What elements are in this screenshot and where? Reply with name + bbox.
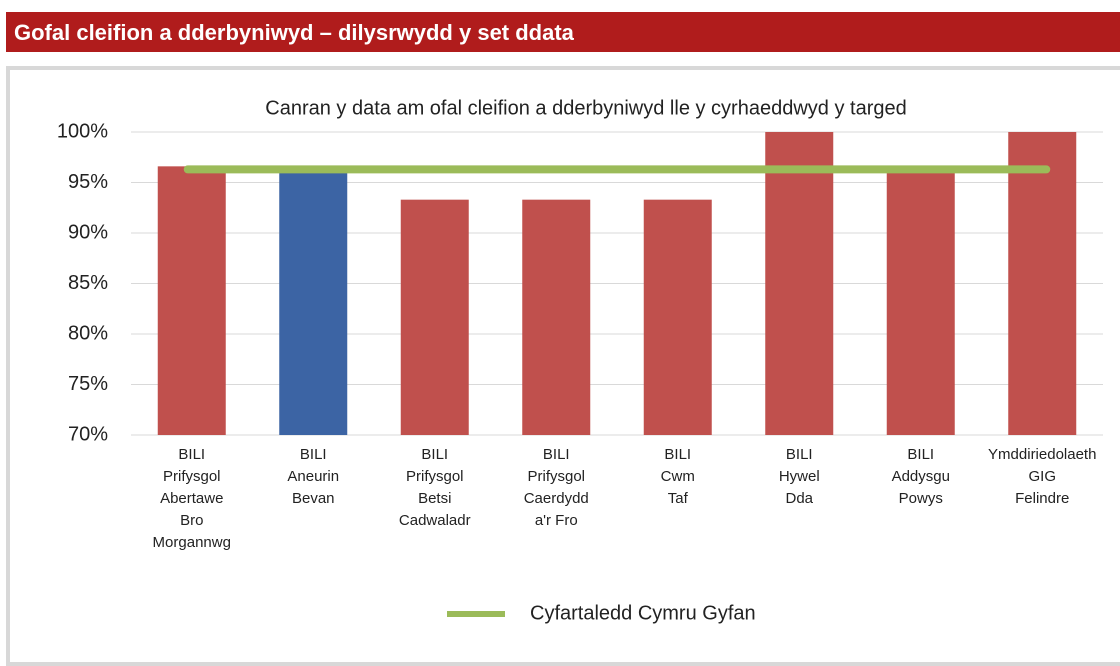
- bar: [1008, 132, 1077, 435]
- bar: [886, 172, 955, 435]
- x-tick-label: BILI: [664, 446, 691, 463]
- x-tick-label: Abertawe: [160, 490, 223, 507]
- header-title: Gofal cleifion a dderbyniwyd – dilysrwyd…: [6, 12, 1120, 52]
- x-tick-label: a'r Fro: [535, 512, 578, 529]
- x-tick-label: Taf: [668, 490, 689, 507]
- bar: [157, 166, 226, 435]
- x-tick-label: Ymddiriedolaeth: [988, 446, 1096, 463]
- x-tick-label: Prifysgol: [163, 468, 221, 485]
- x-tick-label: Bevan: [292, 490, 335, 507]
- x-tick-label: Prifysgol: [527, 468, 585, 485]
- y-tick-label: 85%: [68, 272, 108, 294]
- page: Gofal cleifion a dderbyniwyd – dilysrwyd…: [6, 12, 1120, 666]
- x-tick-label: BILI: [178, 446, 205, 463]
- bar: [400, 199, 469, 435]
- x-tick-label: Hywel: [779, 468, 820, 485]
- x-tick-label: Addysgu: [892, 468, 950, 485]
- x-tick-label: Aneurin: [287, 468, 339, 485]
- x-tick-label: Betsi: [418, 490, 451, 507]
- bar: [279, 172, 348, 435]
- legend-label: Cyfartaledd Cymru Gyfan: [530, 602, 756, 624]
- x-tick-label: BILI: [421, 446, 448, 463]
- y-tick-label: 80%: [68, 322, 108, 344]
- x-tick-label: Bro: [180, 512, 203, 529]
- y-tick-label: 75%: [68, 373, 108, 395]
- x-tick-label: BILI: [786, 446, 813, 463]
- x-tick-label: Prifysgol: [406, 468, 464, 485]
- x-tick-label: Powys: [899, 490, 943, 507]
- x-tick-label: BILI: [300, 446, 327, 463]
- y-tick-label: 90%: [68, 221, 108, 243]
- bar: [643, 199, 712, 435]
- x-tick-label: Cadwaladr: [399, 512, 471, 529]
- x-tick-label: Felindre: [1015, 490, 1069, 507]
- x-tick-label: Morgannwg: [153, 534, 231, 551]
- x-tick-label: Dda: [785, 490, 813, 507]
- x-tick-label: BILI: [543, 446, 570, 463]
- x-tick-label: Cwm: [661, 468, 695, 485]
- chart-title: Canran y data am ofal cleifion a dderbyn…: [265, 97, 906, 119]
- chart: Canran y data am ofal cleifion a dderbyn…: [57, 97, 1103, 624]
- bar: [522, 199, 591, 435]
- x-tick-label: GIG: [1028, 468, 1056, 485]
- x-tick-label: BILI: [907, 446, 934, 463]
- y-tick-label: 95%: [68, 171, 108, 193]
- bar: [765, 132, 834, 435]
- y-tick-label: 70%: [68, 423, 108, 445]
- y-tick-label: 100%: [57, 120, 108, 142]
- x-tick-label: Caerdydd: [524, 490, 589, 507]
